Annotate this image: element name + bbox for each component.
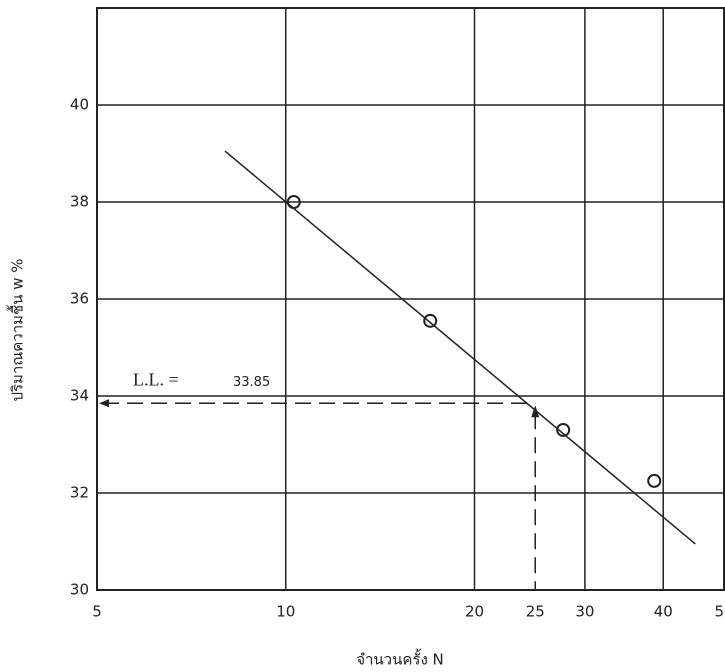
y-tick-label: 40 — [70, 96, 89, 114]
x-tick-label: 5 — [92, 603, 102, 621]
ll-label: L.L. = — [133, 369, 179, 389]
chart: จำนวนครั้ง N ปริมาณความชื้น w % 30 32 34 36… — [0, 0, 725, 672]
x-tick-label: 20 — [465, 603, 484, 621]
y-tick-label: 32 — [70, 484, 89, 502]
x-axis-label: จำนวนครั้ง N — [356, 649, 444, 669]
flow-line — [225, 151, 695, 544]
y-tick-label: 34 — [70, 387, 89, 405]
data-point — [648, 475, 660, 487]
x-tick-label: 30 — [575, 603, 594, 621]
ll-arrow-left — [99, 399, 109, 407]
y-tick-label: 36 — [70, 290, 89, 308]
data-point — [424, 315, 436, 327]
y-tick-label: 38 — [70, 193, 89, 211]
ll-value: 33.85 — [233, 375, 270, 390]
x-tick-label: 50 — [714, 603, 725, 621]
y-tick-label: 30 — [70, 581, 89, 599]
x-tick-label: 10 — [276, 603, 295, 621]
x-tick-label: 40 — [654, 603, 673, 621]
y-axis-label: ปริมาณความชื้น w % — [7, 258, 27, 401]
x-tick-label: 25 — [526, 603, 545, 621]
